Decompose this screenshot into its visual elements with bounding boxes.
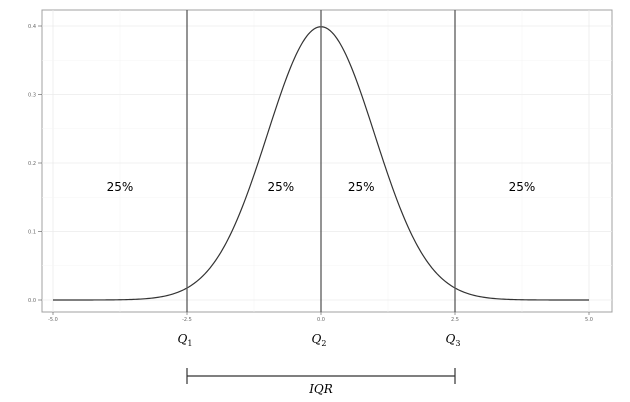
- region-percent-label: 25%: [509, 180, 536, 194]
- x-tick-label: 2.5: [451, 317, 459, 323]
- y-tick-label: 0.0: [28, 298, 36, 304]
- grid-lines: [42, 10, 612, 312]
- y-axis-ticks: 0.0 0.1 0.2 0.3 0.4: [28, 24, 42, 304]
- iqr-label: IQR: [308, 382, 333, 396]
- x-tick-label: -2.5: [182, 317, 192, 323]
- region-percent-label: 25%: [267, 180, 294, 194]
- region-labels: 25% 25% 25% 25%: [107, 180, 536, 194]
- x-tick-label: 5.0: [585, 317, 593, 323]
- iqr-bracket: IQR: [186, 368, 456, 396]
- region-percent-label: 25%: [107, 180, 134, 194]
- quartile-label: Q3: [446, 332, 461, 348]
- quartile-lines: [186, 10, 456, 312]
- region-percent-label: 25%: [348, 180, 375, 194]
- y-tick-label: 0.4: [28, 24, 36, 30]
- x-tick-label: 0.0: [317, 317, 325, 323]
- x-axis-ticks: -5.0 -2.5 0.0 2.5 5.0: [48, 312, 593, 323]
- y-tick-label: 0.3: [28, 93, 36, 99]
- quartile-label: Q1: [178, 332, 193, 348]
- quartile-label: Q2: [312, 332, 327, 348]
- x-tick-label: -5.0: [48, 317, 58, 323]
- quartile-labels: Q1 Q2 Q3: [178, 332, 461, 348]
- plot-panel: [41, 9, 613, 313]
- y-tick-label: 0.1: [28, 230, 36, 236]
- y-tick-label: 0.2: [28, 161, 36, 167]
